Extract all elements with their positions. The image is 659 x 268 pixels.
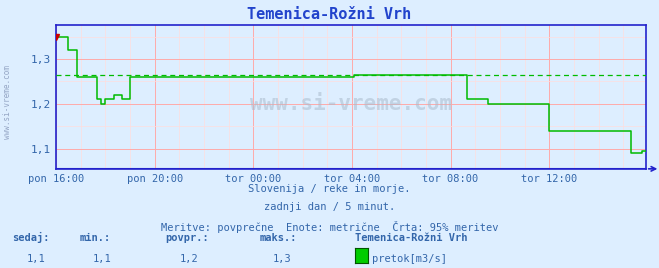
Text: pretok[m3/s]: pretok[m3/s] xyxy=(372,254,447,264)
Text: www.si-vreme.com: www.si-vreme.com xyxy=(250,94,452,114)
Text: sedaj:: sedaj: xyxy=(12,232,49,243)
Text: Temenica-Rožni Vrh: Temenica-Rožni Vrh xyxy=(247,7,412,22)
Text: povpr.:: povpr.: xyxy=(165,233,208,243)
Text: Slovenija / reke in morje.: Slovenija / reke in morje. xyxy=(248,184,411,193)
Text: www.si-vreme.com: www.si-vreme.com xyxy=(3,65,13,139)
Text: 1,1: 1,1 xyxy=(92,254,111,264)
Text: 1,2: 1,2 xyxy=(179,254,198,264)
Text: 1,3: 1,3 xyxy=(273,254,291,264)
Text: min.:: min.: xyxy=(80,233,111,243)
Text: Temenica-Rožni Vrh: Temenica-Rožni Vrh xyxy=(355,233,468,243)
Text: maks.:: maks.: xyxy=(260,233,297,243)
Text: zadnji dan / 5 minut.: zadnji dan / 5 minut. xyxy=(264,202,395,212)
Text: 1,1: 1,1 xyxy=(26,254,45,264)
Text: Meritve: povprečne  Enote: metrične  Črta: 95% meritev: Meritve: povprečne Enote: metrične Črta:… xyxy=(161,221,498,233)
